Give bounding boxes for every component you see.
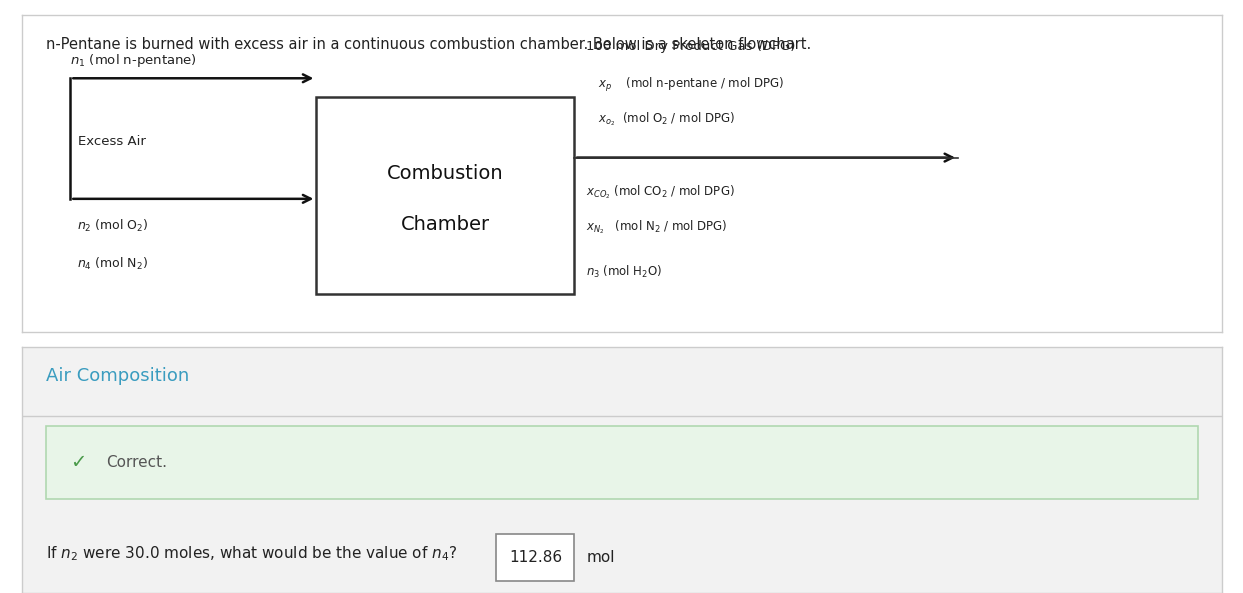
- Text: $x_p$    (mol n-pentane / mol DPG): $x_p$ (mol n-pentane / mol DPG): [598, 76, 784, 94]
- Text: Air Composition: Air Composition: [46, 368, 190, 385]
- Text: Chamber: Chamber: [400, 215, 490, 234]
- Text: Correct.: Correct.: [107, 455, 168, 470]
- Text: 100 mol Dry Product Gas (DPG): 100 mol Dry Product Gas (DPG): [587, 40, 796, 53]
- Text: mol: mol: [587, 550, 614, 565]
- Text: $n_1$ (mol n-pentane): $n_1$ (mol n-pentane): [71, 52, 198, 69]
- Bar: [316, 97, 574, 294]
- Text: Excess Air: Excess Air: [78, 135, 147, 148]
- Text: $n_2$ (mol O$_2$): $n_2$ (mol O$_2$): [77, 218, 148, 234]
- Text: ✓: ✓: [71, 453, 87, 472]
- Bar: [46, 426, 1198, 499]
- Text: If $n_2$ were 30.0 moles, what would be the value of $n_4$?: If $n_2$ were 30.0 moles, what would be …: [46, 544, 457, 563]
- Text: $x_{N_2}$   (mol N$_2$ / mol DPG): $x_{N_2}$ (mol N$_2$ / mol DPG): [587, 219, 727, 236]
- Text: $x_{o_2}$  (mol O$_2$ / mol DPG): $x_{o_2}$ (mol O$_2$ / mol DPG): [598, 111, 736, 128]
- Text: $x_{CO_2}$ (mol CO$_2$ / mol DPG): $x_{CO_2}$ (mol CO$_2$ / mol DPG): [587, 184, 735, 201]
- Text: Combustion: Combustion: [387, 164, 503, 183]
- Text: $n_4$ (mol N$_2$): $n_4$ (mol N$_2$): [77, 256, 148, 272]
- Text: n-Pentane is burned with excess air in a continuous combustion chamber. Below is: n-Pentane is burned with excess air in a…: [46, 37, 812, 52]
- Text: 112.86: 112.86: [510, 550, 562, 565]
- Bar: [496, 534, 574, 581]
- Text: $n_3$ (mol H$_2$O): $n_3$ (mol H$_2$O): [587, 264, 663, 280]
